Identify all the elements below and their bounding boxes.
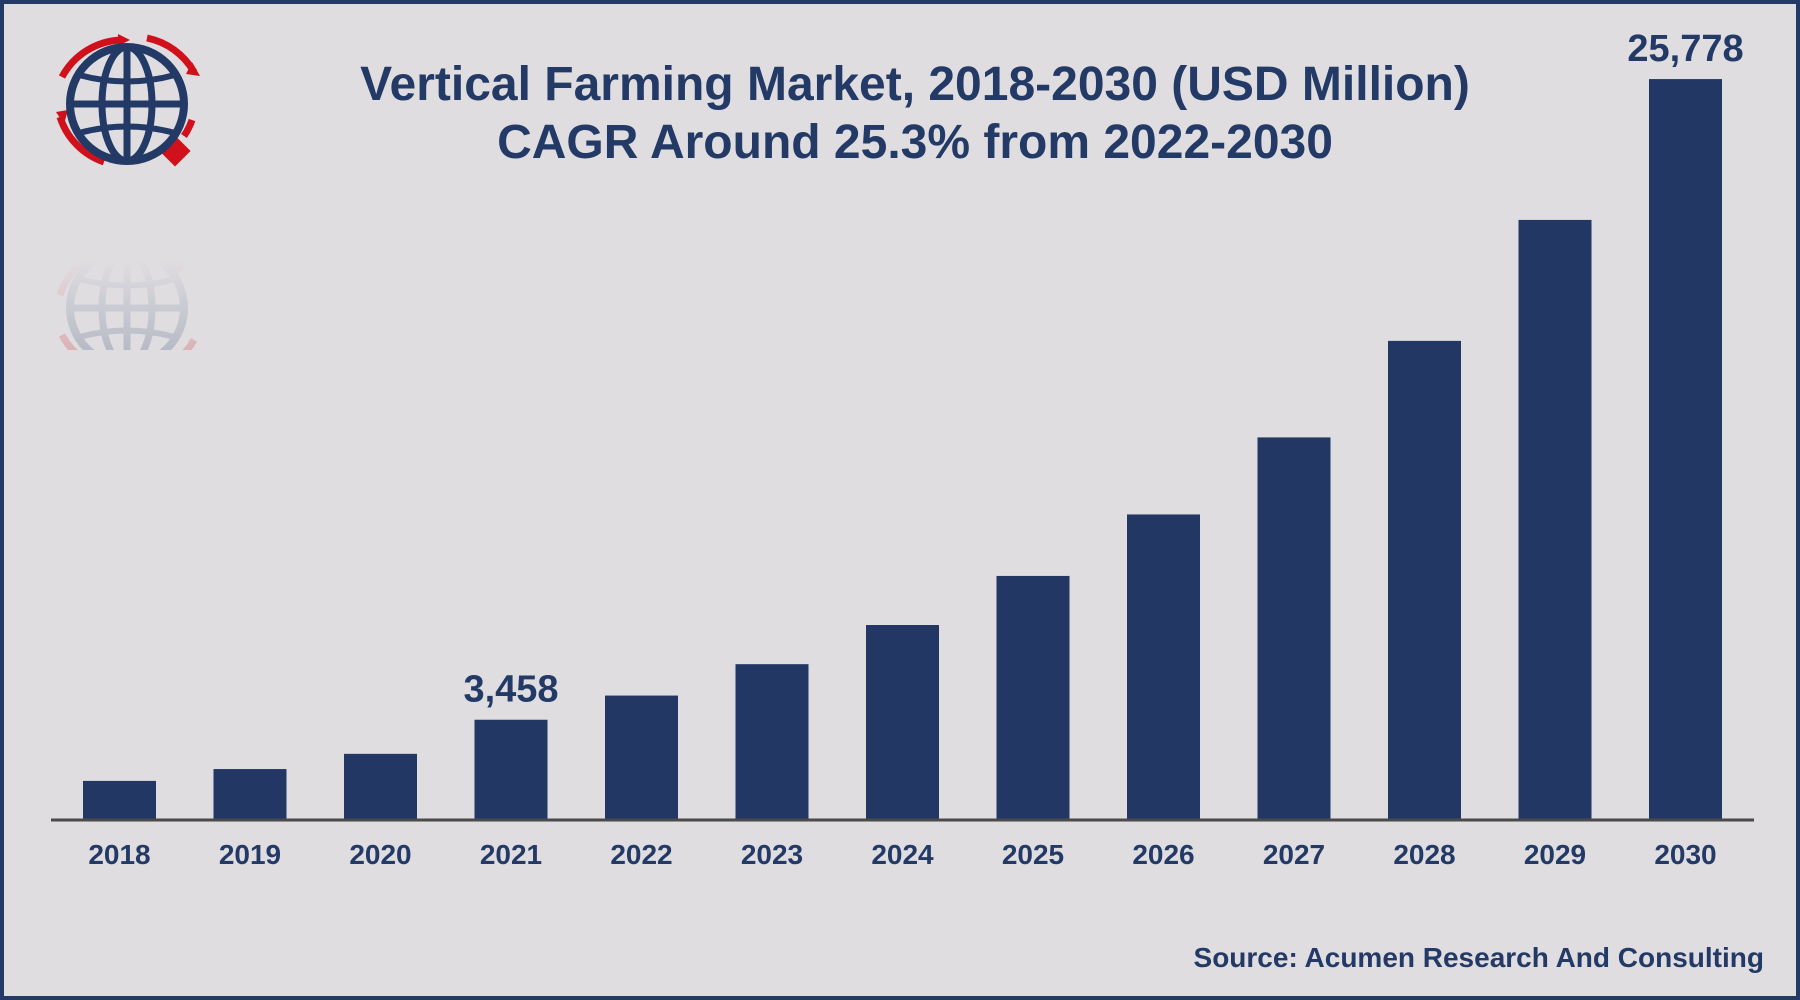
x-tick-label-2024: 2024: [871, 839, 934, 870]
x-tick-label-2019: 2019: [219, 839, 281, 870]
x-tick-label-2027: 2027: [1263, 839, 1325, 870]
bar-2021: [474, 719, 548, 819]
x-tick-label-2028: 2028: [1393, 839, 1455, 870]
bar-2024: [866, 625, 939, 819]
bar-2019: [213, 769, 287, 819]
x-tick-label-2023: 2023: [741, 839, 803, 870]
x-tick-label-2018: 2018: [88, 839, 150, 870]
bar-2018: [83, 780, 156, 819]
bar-2030: [1649, 79, 1722, 819]
x-tick-label-2030: 2030: [1654, 839, 1716, 870]
bar-2028: [1388, 340, 1461, 819]
bar-2020: [344, 753, 417, 819]
globe-logo-icon: [52, 32, 222, 187]
x-tick-label-2020: 2020: [349, 839, 411, 870]
bar-2027: [1257, 437, 1331, 819]
data-label-2021: 3,458: [463, 669, 558, 711]
bar-2029: [1518, 219, 1592, 820]
x-tick-label-2021: 2021: [480, 839, 542, 870]
x-tick-label-2022: 2022: [610, 839, 672, 870]
chart-title-block: Vertical Farming Market, 2018-2030 (USD …: [4, 56, 1796, 172]
chart-title: Vertical Farming Market, 2018-2030 (USD …: [360, 58, 1470, 111]
chart-subtitle: CAGR Around 25.3% from 2022-2030: [497, 116, 1333, 169]
x-tick-label-2029: 2029: [1524, 839, 1586, 870]
bar-2022: [605, 695, 678, 819]
source-note: Source: Acumen Research And Consulting: [1193, 942, 1764, 973]
data-label-2030: 25,778: [1627, 28, 1743, 70]
x-tick-label-2026: 2026: [1132, 839, 1194, 870]
bar-2025: [996, 575, 1070, 819]
bar-2026: [1127, 514, 1200, 819]
bar-chart: 2018 2019 2020 2021 3,458 2022 2023 2024 2025 202…: [51, 28, 1754, 870]
x-tick-label-2025: 2025: [1002, 839, 1064, 870]
bar-2023: [735, 664, 809, 819]
